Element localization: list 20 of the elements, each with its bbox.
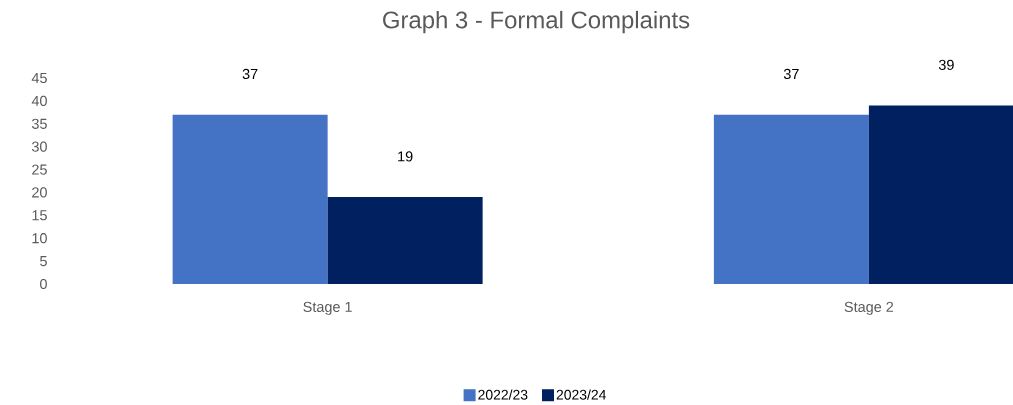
data-label: 19 (398, 151, 413, 162)
y-tick-label: 45 (31, 72, 47, 84)
data-label: 37 (783, 68, 799, 80)
y-tick-label: 40 (31, 95, 47, 106)
legend-label: 2023/24 (556, 389, 606, 400)
bar (172, 114, 328, 284)
y-tick-label: 35 (31, 118, 47, 129)
y-tick-label: 25 (32, 164, 47, 175)
y-tick-label: 15 (32, 210, 47, 221)
x-tick-label: Stage 1 (303, 301, 352, 315)
y-tick-label: 5 (40, 256, 47, 267)
legend-label: 2022/23 (478, 389, 528, 400)
y-tick-label: 0 (40, 278, 47, 290)
chart-title: Graph 3 - Formal Complaints (383, 10, 690, 34)
x-tick-label: Stage 2 (844, 301, 894, 315)
data-label: 37 (242, 68, 258, 80)
y-tick-label: 30 (31, 141, 47, 152)
data-label: 39 (938, 59, 954, 70)
y-tick-label: 10 (32, 233, 47, 244)
y-tick-label: 20 (32, 187, 47, 198)
